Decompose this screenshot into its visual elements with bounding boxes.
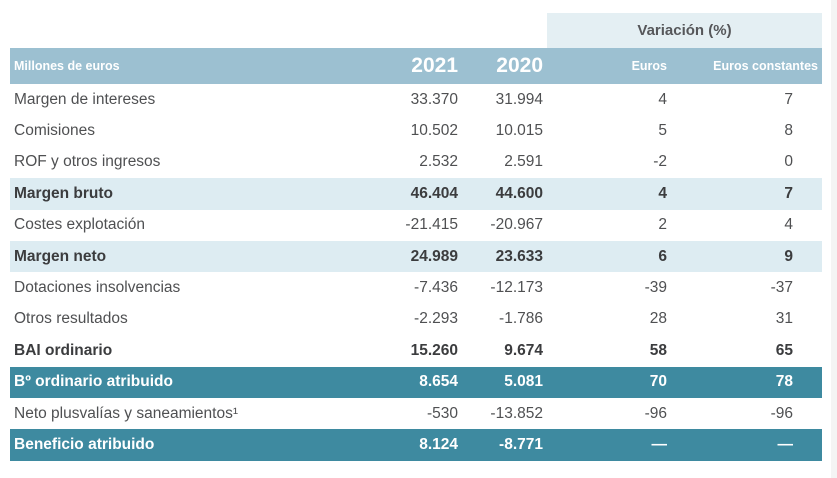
table-body: Margen de intereses 33.370 31.994 4 7 Co…: [10, 84, 822, 461]
value-2020: -20.967: [490, 216, 543, 234]
column-header-euros-constantes: Euros constantes: [713, 59, 818, 73]
value-variation-euros: -96: [644, 404, 667, 422]
column-header-2021: 2021: [411, 54, 458, 77]
table-row: Margen neto 24.989 23.633 6 9: [10, 240, 822, 273]
value-variation-euros-constantes: -96: [770, 404, 793, 422]
value-2021: -7.436: [414, 279, 458, 297]
value-2021: 8.124: [419, 435, 458, 453]
table-row: Bº ordinario atribuido 8.654 5.081 70 78: [10, 366, 822, 398]
value-2021: 2.532: [419, 153, 458, 171]
row-label: Margen de intereses: [14, 90, 156, 108]
value-variation-euros: 5: [658, 122, 667, 140]
row-label: BAI ordinario: [14, 341, 113, 359]
value-variation-euros-constantes: 8: [784, 122, 793, 140]
row-label: Margen bruto: [14, 184, 114, 202]
value-variation-euros-constantes: 65: [775, 341, 793, 359]
table-row: Comisiones 10.502 10.015 5 8: [10, 115, 822, 147]
column-header-euros: Euros: [631, 59, 667, 73]
value-2021: -21.415: [405, 216, 458, 234]
value-2020: 5.081: [504, 373, 543, 391]
row-label: Otros resultados: [14, 310, 128, 328]
value-2020: -12.173: [490, 279, 543, 297]
row-label: Beneficio atribuido: [14, 435, 155, 453]
value-2021: 8.654: [419, 373, 458, 391]
column-header-millones-de-euros: Millones de euros: [14, 59, 120, 73]
value-variation-euros-constantes: -37: [770, 279, 793, 297]
row-label: Costes explotación: [14, 216, 145, 234]
table-row: Margen de intereses 33.370 31.994 4 7: [10, 84, 822, 116]
value-variation-euros: 58: [649, 341, 667, 359]
value-2021: 46.404: [410, 184, 458, 202]
value-2020: 23.633: [495, 247, 543, 265]
value-variation-euros: —: [651, 435, 668, 453]
value-2021: 24.989: [410, 247, 458, 265]
row-label: ROF y otros ingresos: [14, 153, 161, 171]
variation-percent-header: Variación (%): [547, 13, 822, 48]
value-variation-euros-constantes: 7: [784, 184, 793, 202]
column-header-2020: 2020: [496, 54, 543, 77]
table-row: Neto plusvalías y saneamientos¹ -530 -13…: [10, 397, 822, 430]
value-2021: -530: [426, 404, 458, 422]
table-row: Costes explotación -21.415 -20.967 2 4: [10, 209, 822, 241]
table-row: ROF y otros ingresos 2.532 2.591 -2 0: [10, 146, 822, 179]
value-variation-euros-constantes: —: [777, 435, 794, 453]
value-2020: 9.674: [504, 341, 543, 359]
income-statement-table: Variación (%) Millones de euros 2021 202…: [10, 13, 822, 461]
table-header-row: Millones de euros 2021 2020 Euros Euros …: [10, 48, 822, 84]
value-2021: 15.260: [410, 341, 458, 359]
table-row: Margen bruto 46.404 44.600 4 7: [10, 178, 822, 210]
table-row: Otros resultados -2.293 -1.786 28 31: [10, 303, 822, 336]
table-row: Dotaciones insolvencias -7.436 -12.173 -…: [10, 272, 822, 304]
value-2021: -2.293: [414, 310, 458, 328]
page-edge-strip: [831, 0, 837, 478]
value-variation-euros: -2: [653, 153, 667, 171]
table-row: Beneficio atribuido 8.124 -8.771 — —: [10, 429, 822, 461]
row-label: Dotaciones insolvencias: [14, 279, 181, 297]
value-variation-euros-constantes: 0: [784, 153, 793, 171]
value-2020: 10.015: [495, 122, 543, 140]
value-variation-euros-constantes: 9: [784, 247, 793, 265]
value-variation-euros: 6: [658, 247, 667, 265]
value-variation-euros: 2: [658, 216, 667, 234]
value-2021: 10.502: [410, 122, 458, 140]
value-variation-euros-constantes: 31: [775, 310, 793, 328]
row-label: Comisiones: [14, 122, 95, 140]
value-2020: 31.994: [495, 90, 543, 108]
value-variation-euros: -39: [644, 279, 667, 297]
row-label: Bº ordinario atribuido: [14, 373, 173, 391]
row-label: Neto plusvalías y saneamientos¹: [14, 404, 239, 422]
row-label: Margen neto: [14, 247, 107, 265]
value-2020: 2.591: [504, 153, 543, 171]
table-row: BAI ordinario 15.260 9.674 58 65: [10, 335, 822, 367]
value-variation-euros: 4: [658, 90, 667, 108]
value-2020: -13.852: [490, 404, 543, 422]
value-2020: -1.786: [499, 310, 543, 328]
value-2021: 33.370: [410, 90, 458, 108]
value-2020: -8.771: [499, 435, 543, 453]
value-variation-euros: 28: [649, 310, 667, 328]
value-variation-euros: 4: [658, 184, 667, 202]
value-variation-euros-constantes: 4: [784, 216, 793, 234]
value-2020: 44.600: [495, 184, 543, 202]
value-variation-euros-constantes: 78: [775, 373, 793, 391]
value-variation-euros-constantes: 7: [784, 90, 793, 108]
value-variation-euros: 70: [649, 373, 667, 391]
